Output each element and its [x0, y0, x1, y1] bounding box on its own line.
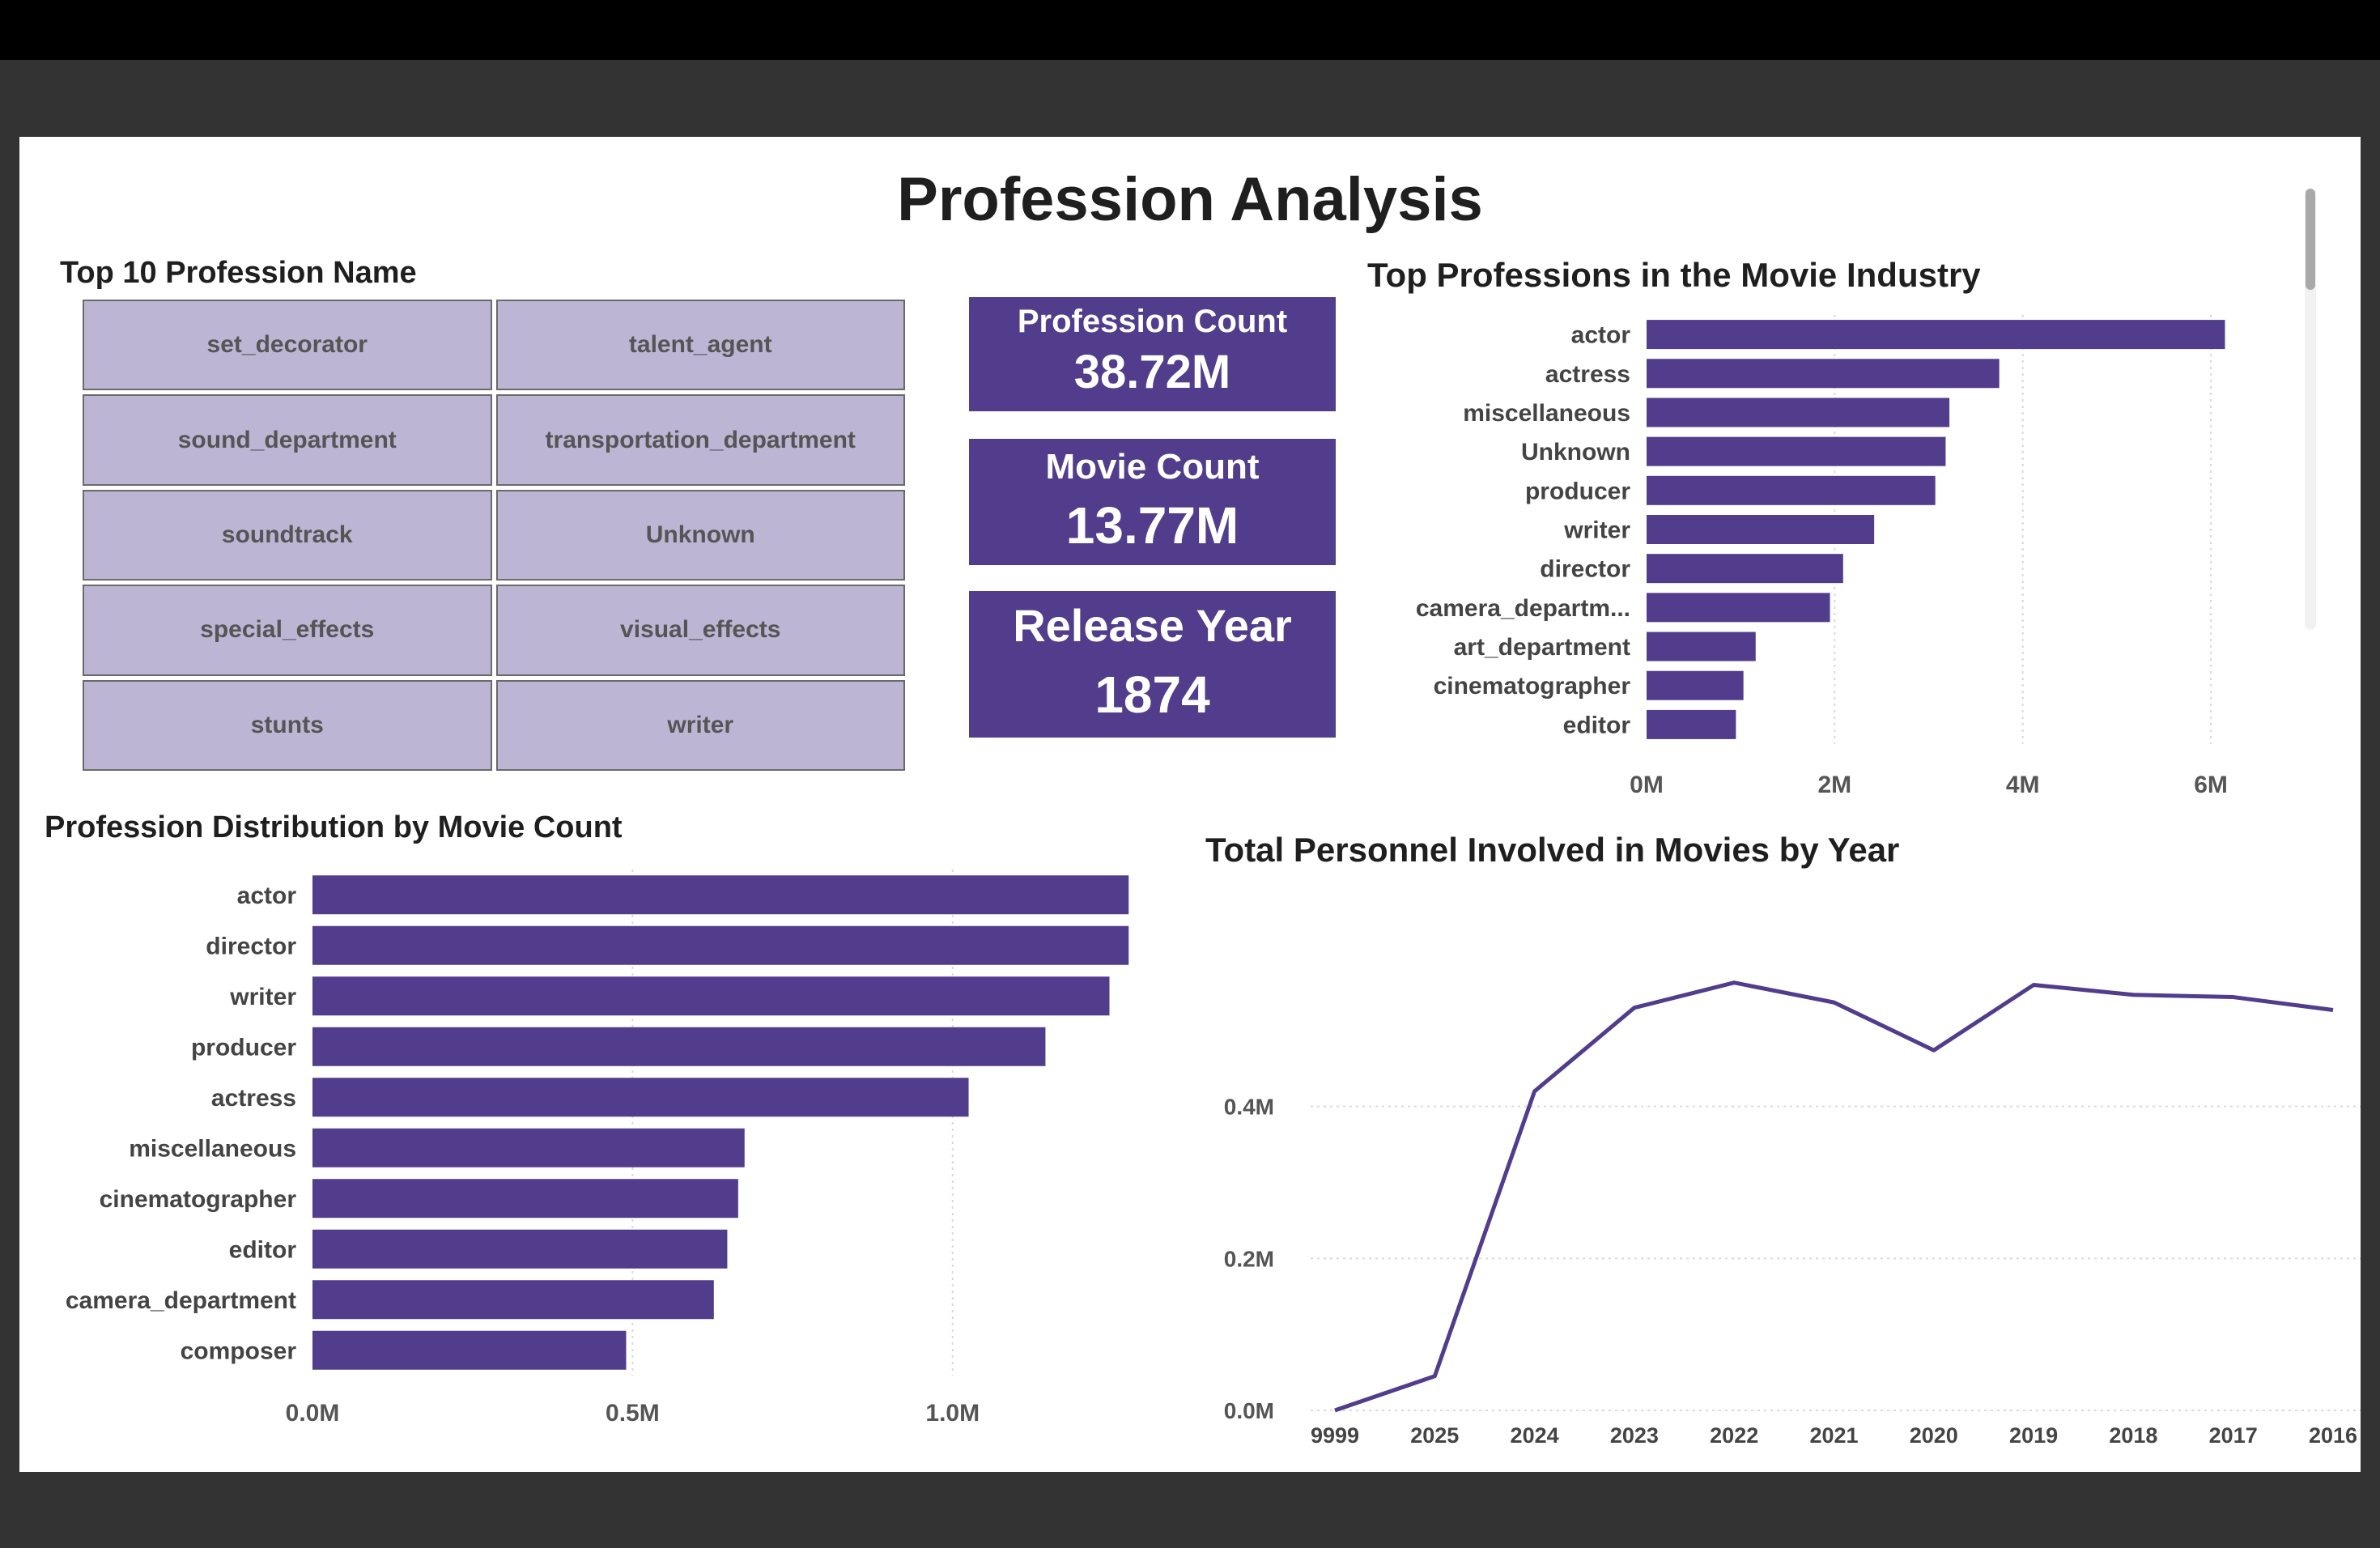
- category-label: producer: [191, 1034, 296, 1061]
- bar[interactable]: [1647, 475, 1936, 505]
- category-label: art_department: [1454, 634, 1630, 661]
- category-label: camera_departm...: [1416, 595, 1630, 622]
- y-tick-label: 0.0M: [1224, 1398, 1274, 1423]
- x-tick-label: 2023: [1610, 1423, 1659, 1448]
- category-label: director: [206, 933, 296, 959]
- kpi-value: 38.72M: [1073, 346, 1231, 398]
- x-tick-label: 2018: [2109, 1423, 2157, 1448]
- chart-scrollbar-track[interactable]: [2305, 189, 2316, 630]
- bar[interactable]: [1647, 709, 1736, 739]
- x-tick-label: 2022: [1710, 1423, 1758, 1448]
- profession-cell[interactable]: special_effects: [83, 585, 492, 676]
- report-canvas: Profession Analysis Top 10 Profession Na…: [19, 137, 2361, 1472]
- bar[interactable]: [312, 1078, 969, 1117]
- x-tick-label: 1.0M: [925, 1400, 980, 1427]
- x-tick-label: 6M: [2194, 772, 2228, 798]
- category-label: miscellaneous: [1463, 400, 1630, 427]
- category-label: actress: [1545, 361, 1630, 388]
- category-label: director: [1540, 556, 1630, 583]
- bar[interactable]: [1647, 398, 1950, 427]
- category-label: Unknown: [1521, 439, 1630, 466]
- chart-title-top-professions: Top Professions in the Movie Industry: [1367, 256, 1981, 294]
- x-tick-label: 0.0M: [286, 1400, 340, 1427]
- chart-distribution-by-movie-count: 0.0M 0.5M 1.0M actor director writer producer a…: [66, 870, 1129, 1427]
- bar[interactable]: [1647, 359, 2000, 389]
- category-label: camera_department: [66, 1287, 296, 1314]
- category-label: actor: [237, 882, 297, 909]
- chart-title-personnel: Total Personnel Involved in Movies by Ye…: [1205, 831, 1900, 869]
- x-tick-label: 9999: [1311, 1423, 1359, 1448]
- kpi-value: 13.77M: [1065, 496, 1239, 555]
- x-tick-label: 2021: [1809, 1423, 1858, 1448]
- kpi-label: Release Year: [1013, 600, 1292, 651]
- bar[interactable]: [1647, 320, 2225, 350]
- bar[interactable]: [1647, 670, 1744, 700]
- kpi-movie-count: Movie Count 13.77M: [969, 439, 1336, 565]
- bar[interactable]: [312, 1229, 728, 1269]
- bar[interactable]: [312, 1179, 738, 1218]
- bar[interactable]: [312, 1280, 714, 1320]
- page-title: Profession Analysis: [897, 165, 1483, 234]
- x-tick-label: 2017: [2209, 1423, 2258, 1448]
- chart-scrollbar-thumb[interactable]: [2306, 189, 2315, 290]
- category-label: editor: [1563, 712, 1631, 738]
- category-label: cinematographer: [100, 1186, 297, 1213]
- x-tick-label: 2M: [1818, 772, 1852, 798]
- x-tick-label: 4M: [2006, 772, 2040, 798]
- bar[interactable]: [1647, 515, 1875, 544]
- series-line[interactable]: [1334, 980, 2334, 1413]
- profession-cell[interactable]: visual_effects: [495, 585, 905, 676]
- bar[interactable]: [312, 925, 1129, 965]
- x-tick-label: 0.5M: [606, 1400, 660, 1427]
- kpi-label: Profession Count: [1017, 304, 1288, 339]
- bar[interactable]: [1647, 593, 1830, 623]
- category-label: composer: [181, 1337, 297, 1364]
- bar[interactable]: [312, 1128, 745, 1167]
- y-tick-label: 0.2M: [1224, 1246, 1274, 1271]
- bar[interactable]: [1647, 436, 1946, 466]
- category-label: actress: [211, 1085, 296, 1112]
- bar[interactable]: [1647, 554, 1843, 584]
- x-tick-label: 2020: [1910, 1423, 1958, 1448]
- x-tick-label: 2019: [2009, 1423, 2058, 1448]
- bar[interactable]: [312, 1330, 627, 1370]
- bar[interactable]: [1647, 632, 1756, 661]
- category-label: writer: [229, 984, 296, 1010]
- y-tick-label: 0.4M: [1224, 1095, 1274, 1120]
- window-top-bar: [0, 0, 2380, 60]
- category-label: producer: [1525, 478, 1630, 504]
- profession-cell[interactable]: soundtrack: [83, 489, 492, 581]
- category-label: editor: [229, 1236, 297, 1263]
- profession-cell[interactable]: set_decorator: [83, 300, 492, 391]
- profession-table: set_decorator talent_agent sound_departm…: [83, 300, 905, 771]
- profession-cell[interactable]: stunts: [83, 679, 492, 771]
- category-label: cinematographer: [1434, 673, 1631, 700]
- chart-title-distribution: Profession Distribution by Movie Count: [45, 810, 623, 844]
- profession-cell[interactable]: sound_department: [83, 394, 492, 486]
- chart-personnel-by-year: 0.0M 0.2M 0.4M 9999 2025 2024 2023 2022 2021 2020…: [1224, 980, 2361, 1448]
- kpi-profession-count: Profession Count 38.72M: [969, 297, 1336, 411]
- profession-cell[interactable]: transportation_department: [495, 394, 905, 486]
- bar[interactable]: [312, 1027, 1046, 1066]
- category-label: writer: [1563, 517, 1630, 544]
- category-label: miscellaneous: [129, 1135, 296, 1162]
- profession-cell[interactable]: talent_agent: [495, 300, 905, 391]
- kpi-release-year: Release Year 1874: [969, 591, 1336, 738]
- bar[interactable]: [312, 976, 1110, 1016]
- chart-top-professions: 0M 2M 4M 6M actor actress miscellaneous Unknown…: [1416, 315, 2228, 798]
- category-label: actor: [1571, 322, 1631, 349]
- x-tick-label: 2024: [1511, 1423, 1559, 1448]
- kpi-label: Movie Count: [1045, 447, 1260, 487]
- bar[interactable]: [312, 875, 1129, 915]
- top-10-profession-title: Top 10 Profession Name: [60, 256, 417, 290]
- x-tick-label: 2016: [2309, 1423, 2357, 1448]
- profession-cell[interactable]: writer: [495, 679, 905, 771]
- x-tick-label: 2025: [1410, 1423, 1459, 1448]
- x-tick-label: 0M: [1630, 772, 1664, 798]
- profession-cell[interactable]: Unknown: [495, 489, 905, 581]
- kpi-value: 1874: [1094, 666, 1210, 724]
